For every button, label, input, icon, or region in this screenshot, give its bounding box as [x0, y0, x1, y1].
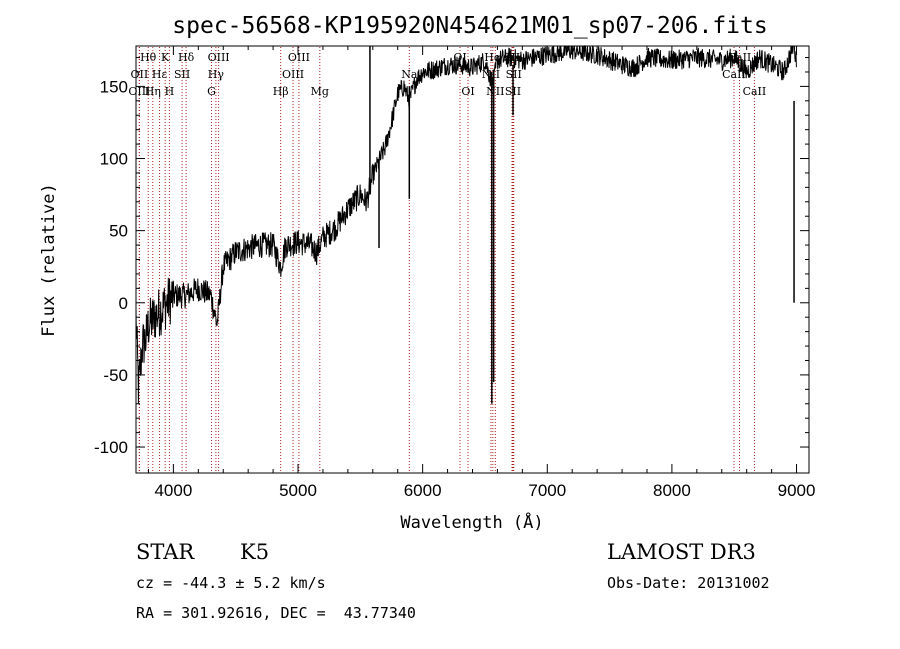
x-tick-label: 4000: [154, 481, 192, 500]
spectral-line-label: NII: [486, 85, 504, 98]
spectral-line-label: OIII: [282, 68, 304, 81]
x-tick-label: 7000: [528, 481, 566, 500]
observation-date: Obs-Date: 20131002: [607, 574, 770, 592]
x-tick-label: 6000: [404, 481, 442, 500]
spectral-line-label: CaII: [743, 85, 767, 98]
spectral-line-label: OIII: [288, 51, 310, 64]
y-tick-label: 0: [119, 294, 128, 313]
spectral-line-label: Hβ: [273, 85, 289, 98]
spectral-line-label: H: [165, 85, 175, 98]
object-subclass: K5: [240, 540, 270, 564]
y-tick-label: -100: [94, 438, 128, 457]
spectral-line-label: Hγ: [208, 68, 225, 81]
coordinates-readout: RA = 301.92616, DEC = 43.77340: [136, 604, 416, 622]
spectral-line-label: K: [161, 51, 170, 64]
x-axis-label: Wavelength (Å): [400, 511, 543, 533]
spectral-line-label: OII: [131, 68, 149, 81]
spectral-line-label: Hθ: [140, 51, 157, 64]
y-axis-ticks: -100 -50 0 50 100 150: [94, 57, 809, 457]
y-tick-label: 50: [109, 222, 128, 241]
x-axis-ticks: 4000 5000 6000 7000 8000 9000: [147, 46, 816, 500]
y-tick-label: -50: [103, 366, 128, 385]
y-tick-label: 100: [100, 150, 128, 169]
spectral-line-label: OI: [461, 85, 474, 98]
spectral-line-label: Hε: [152, 68, 168, 81]
spectral-line-label: SII: [174, 68, 190, 81]
spectral-line-label: Mg: [311, 85, 329, 98]
x-tick-label: 8000: [653, 481, 691, 500]
spectral-line-label: OIII: [128, 85, 150, 98]
spectral-line-label: Hη: [145, 85, 161, 98]
object-class: STAR: [136, 540, 195, 564]
redshift-readout: cz = -44.3 ± 5.2 km/s: [136, 574, 326, 592]
survey-name: LAMOST DR3: [607, 540, 756, 564]
plot-frame: [135, 45, 810, 474]
y-tick-label: 150: [100, 77, 128, 96]
spectrum-series: [135, 44, 797, 404]
spectral-line-markers: [138, 47, 755, 472]
spectrum-line: [135, 44, 797, 404]
spectral-line-label: Hδ: [178, 51, 195, 64]
spectral-line-label: OIII: [208, 51, 230, 64]
chart-title: spec-56568-KP195920N454621M01_sp07-206.f…: [172, 13, 767, 39]
y-axis-label: Flux (relative): [39, 183, 59, 337]
x-tick-label: 9000: [778, 481, 816, 500]
spectral-line-label: G: [207, 85, 216, 98]
spectral-line-label: Na: [401, 68, 418, 81]
x-tick-label: 5000: [279, 481, 317, 500]
